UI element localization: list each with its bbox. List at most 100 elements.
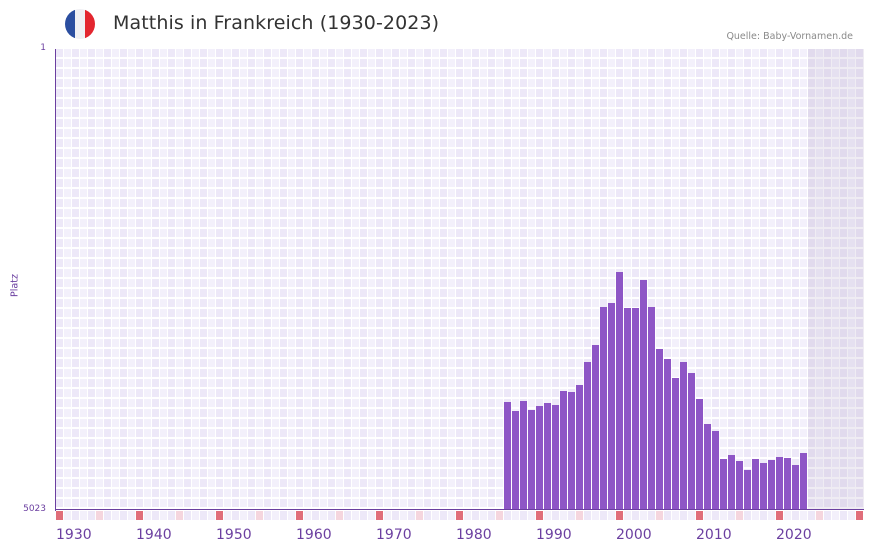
chart-title: Matthis in Frankreich (1930-2023) (113, 12, 440, 34)
y-tick-top: 1 (40, 43, 46, 53)
year-marker-2012 (712, 511, 719, 520)
bar-1990[interactable] (536, 406, 543, 510)
bar-2006[interactable] (664, 359, 671, 510)
year-marker-1965 (336, 511, 343, 520)
bar-2019[interactable] (768, 460, 775, 510)
year-marker-1983 (480, 511, 487, 520)
year-marker-2013 (720, 511, 727, 520)
bar-1998[interactable] (600, 307, 607, 510)
bar-1988[interactable] (520, 401, 527, 510)
bar-1994[interactable] (568, 392, 575, 510)
bar-2005[interactable] (656, 349, 663, 510)
bar-2022[interactable] (792, 465, 799, 510)
year-marker-1993 (560, 511, 567, 520)
year-marker-2015 (736, 511, 743, 520)
bar-2018[interactable] (760, 463, 767, 510)
bar-1987[interactable] (512, 411, 519, 510)
bar-2009[interactable] (688, 373, 695, 510)
year-marker-2006 (664, 511, 671, 520)
bar-1999[interactable] (608, 303, 615, 510)
year-marker-1976 (424, 511, 431, 520)
x-tick-2000: 2000 (616, 527, 652, 543)
x-tick-2020: 2020 (776, 527, 812, 543)
bar-2014[interactable] (728, 455, 735, 510)
year-marker-1954 (248, 511, 255, 520)
year-marker-2016 (744, 511, 751, 520)
year-marker-1974 (408, 511, 415, 520)
year-marker-2007 (672, 511, 679, 520)
year-marker-1962 (312, 511, 319, 520)
year-marker-1970 (376, 511, 383, 520)
bar-2002[interactable] (632, 308, 639, 510)
year-marker-1966 (344, 511, 351, 520)
bar-1993[interactable] (560, 391, 567, 510)
bar-2017[interactable] (752, 459, 759, 510)
flag-red-stripe (85, 9, 95, 39)
bar-2020[interactable] (776, 457, 783, 510)
year-marker-2011 (704, 511, 711, 520)
x-tick-1960: 1960 (296, 527, 332, 543)
x-axis-year-markers (56, 511, 864, 520)
bar-2001[interactable] (624, 308, 631, 510)
year-marker-2030 (856, 511, 863, 520)
bar-2023[interactable] (800, 453, 807, 510)
year-marker-1960 (296, 511, 303, 520)
year-marker-1990 (536, 511, 543, 520)
year-marker-1964 (328, 511, 335, 520)
bar-2012[interactable] (712, 431, 719, 510)
year-marker-1936 (104, 511, 111, 520)
bar-1992[interactable] (552, 405, 559, 510)
bar-2011[interactable] (704, 424, 711, 510)
year-marker-2023 (800, 511, 807, 520)
year-marker-1969 (368, 511, 375, 520)
bar-1989[interactable] (528, 410, 535, 510)
bar-1986[interactable] (504, 401, 511, 510)
bar-2007[interactable] (672, 378, 679, 510)
year-marker-1998 (600, 511, 607, 520)
bar-2016[interactable] (744, 469, 751, 510)
year-marker-2026 (824, 511, 831, 520)
bar-1991[interactable] (544, 402, 551, 510)
year-marker-1968 (360, 511, 367, 520)
year-marker-1958 (280, 511, 287, 520)
flag-white-stripe (75, 9, 85, 39)
year-marker-1930 (56, 511, 63, 520)
bar-2010[interactable] (696, 399, 703, 510)
bar-2008[interactable] (680, 362, 687, 510)
year-marker-2028 (840, 511, 847, 520)
x-tick-1930: 1930 (56, 527, 92, 543)
bar-2015[interactable] (736, 460, 743, 510)
future-shaded-region (808, 49, 864, 510)
year-marker-2002 (632, 511, 639, 520)
bar-2004[interactable] (648, 307, 655, 510)
year-marker-1972 (392, 511, 399, 520)
year-marker-1948 (200, 511, 207, 520)
year-marker-1934 (88, 511, 95, 520)
year-marker-1935 (96, 511, 103, 520)
bar-1997[interactable] (592, 345, 599, 510)
year-marker-2009 (688, 511, 695, 520)
year-marker-2001 (624, 511, 631, 520)
plot-area (56, 49, 864, 510)
year-marker-1986 (504, 511, 511, 520)
year-marker-2003 (640, 511, 647, 520)
year-marker-2029 (848, 511, 855, 520)
bar-2021[interactable] (784, 458, 791, 510)
year-marker-2008 (680, 511, 687, 520)
year-marker-1939 (128, 511, 135, 520)
bar-2013[interactable] (720, 459, 727, 510)
year-marker-1984 (488, 511, 495, 520)
year-marker-1982 (472, 511, 479, 520)
year-marker-1957 (272, 511, 279, 520)
year-marker-1953 (240, 511, 247, 520)
year-marker-2014 (728, 511, 735, 520)
year-marker-1945 (176, 511, 183, 520)
bar-2003[interactable] (640, 279, 647, 510)
bar-1995[interactable] (576, 384, 583, 510)
bar-1996[interactable] (584, 362, 591, 510)
bar-2000[interactable] (616, 271, 623, 510)
year-marker-1942 (152, 511, 159, 520)
year-marker-2021 (784, 511, 791, 520)
year-marker-1996 (584, 511, 591, 520)
year-marker-1963 (320, 511, 327, 520)
